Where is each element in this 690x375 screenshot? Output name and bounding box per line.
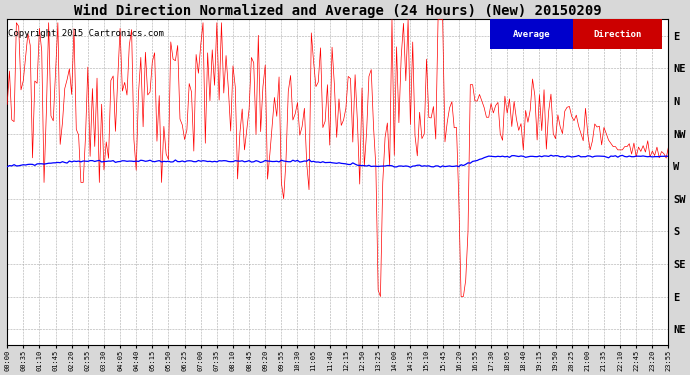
- Text: Average: Average: [513, 30, 550, 39]
- Text: Copyright 2015 Cartronics.com: Copyright 2015 Cartronics.com: [8, 29, 164, 38]
- Text: Direction: Direction: [593, 30, 642, 39]
- Title: Wind Direction Normalized and Average (24 Hours) (New) 20150209: Wind Direction Normalized and Average (2…: [74, 4, 602, 18]
- FancyBboxPatch shape: [573, 20, 662, 49]
- FancyBboxPatch shape: [490, 20, 573, 49]
